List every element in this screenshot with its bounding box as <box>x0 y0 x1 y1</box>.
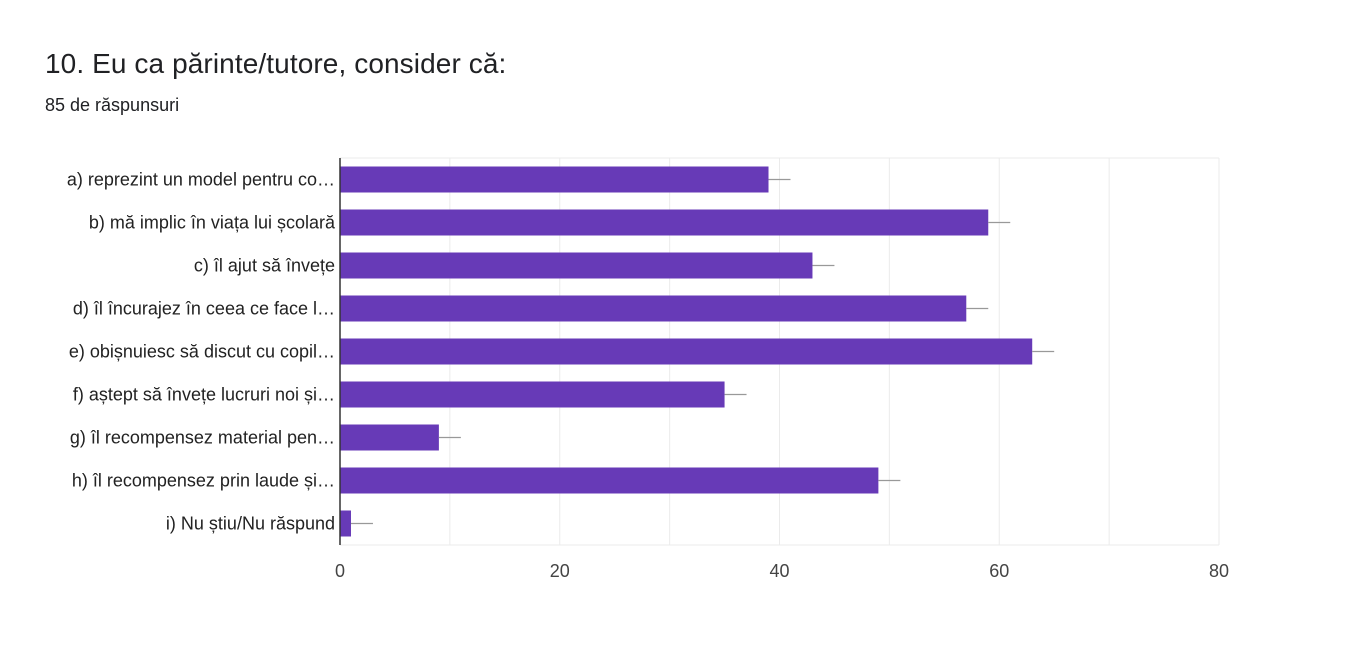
bar-9 <box>340 510 351 537</box>
question-title: 10. Eu ca părinte/tutore, consider că: <box>45 48 507 79</box>
category-label-9: i) Nu știu/Nu răspund <box>166 514 335 534</box>
x-tick-label: 40 <box>769 561 789 581</box>
bar-1 <box>340 166 769 193</box>
bar-7 <box>340 424 439 451</box>
bar-5 <box>340 338 1033 365</box>
bar-2 <box>340 209 989 236</box>
response-count: 85 de răspunsuri <box>45 95 180 115</box>
bar-3 <box>340 252 813 279</box>
bar-6 <box>340 381 725 408</box>
category-label-6: f) aștept să învețe lucruri noi și… <box>73 385 335 405</box>
bar-8 <box>340 467 879 494</box>
category-label-2: b) mă implic în viața lui școlară <box>89 213 336 233</box>
x-tick-label: 0 <box>335 561 345 581</box>
x-tick-label: 80 <box>1209 561 1229 581</box>
x-tick-label: 60 <box>989 561 1009 581</box>
category-label-8: h) îl recompensez prin laude și… <box>72 471 335 491</box>
category-label-3: c) îl ajut să învețe <box>194 256 335 276</box>
bar-4 <box>340 295 967 322</box>
category-label-1: a) reprezint un model pentru co… <box>67 170 335 190</box>
category-label-4: d) îl încurajez în ceea ce face l… <box>73 299 335 319</box>
x-tick-label: 20 <box>550 561 570 581</box>
category-label-7: g) îl recompensez material pen… <box>70 428 335 448</box>
category-label-5: e) obișnuiesc să discut cu copil… <box>69 342 335 362</box>
